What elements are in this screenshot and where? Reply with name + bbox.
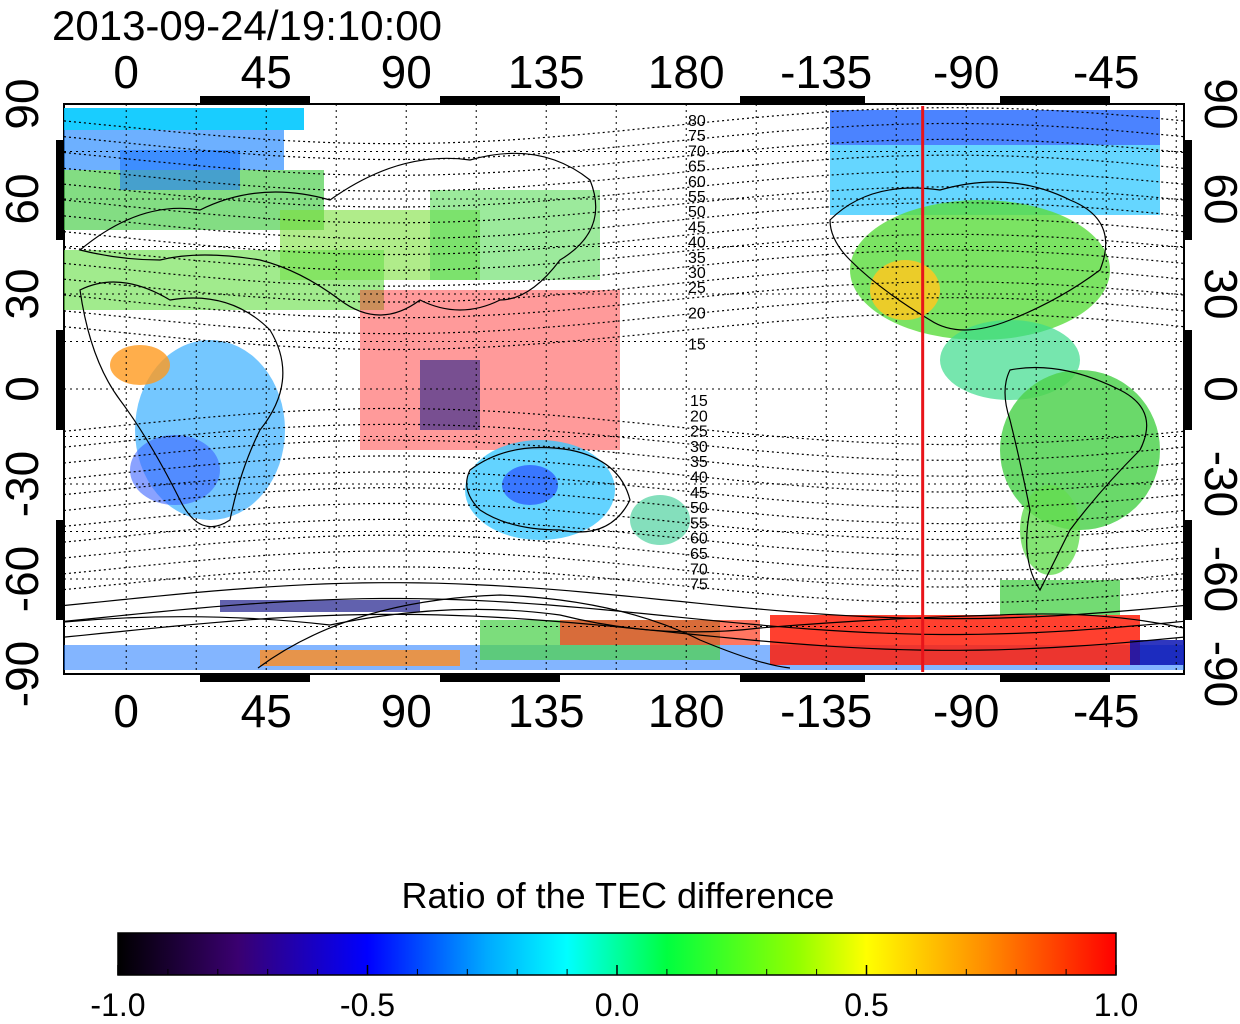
top-longitude-tick-label: -90 xyxy=(933,46,999,98)
magnetic-latitude-labels: 8075706560555045403530252015152025303540… xyxy=(688,113,708,594)
right-latitude-tick-label: 30 xyxy=(1195,268,1240,319)
colorbar-tick-label: 0.0 xyxy=(595,987,639,1023)
mlat-contour xyxy=(64,312,1184,351)
mlat-contour xyxy=(64,138,1184,176)
mlat-contour xyxy=(64,487,1184,525)
mlat-contour xyxy=(64,534,1184,572)
colorbar-ticks: -1.0 -0.5 0.0 0.5 1.0 xyxy=(90,965,1138,1023)
left-latitude-tick-label: -30 xyxy=(0,451,48,517)
right-latitude-tick-label: 0 xyxy=(1195,376,1240,402)
left-latitude-tick-label: 60 xyxy=(0,173,48,224)
mlat-contour xyxy=(64,455,1184,493)
colorbar-tick-label: 0.5 xyxy=(844,987,888,1023)
left-latitude-axis: 90 60 30 0 -30 -60 -90 xyxy=(0,78,48,707)
top-longitude-tick-label: 0 xyxy=(113,46,139,98)
magnetic-latitude-label-north: 40 xyxy=(688,235,706,252)
top-longitude-tick-label: 180 xyxy=(648,46,725,98)
bottom-longitude-tick-label: -45 xyxy=(1073,685,1139,737)
frame-tick-bars xyxy=(56,96,1192,682)
top-longitude-tick-label: 45 xyxy=(241,46,292,98)
magnetic-latitude-label-north: 55 xyxy=(688,189,706,206)
bottom-longitude-tick-label: 0 xyxy=(113,685,139,737)
magnetic-latitude-label-south: 50 xyxy=(690,500,708,517)
mlat-contour xyxy=(64,249,1184,287)
mlat-contour xyxy=(64,202,1184,240)
magnetic-latitude-label-north: 15 xyxy=(688,337,706,354)
magnetic-latitude-label-north: 25 xyxy=(688,280,706,297)
mlat-contour xyxy=(64,154,1184,192)
mlat-contour xyxy=(64,518,1184,556)
top-longitude-tick-label: -135 xyxy=(780,46,872,98)
magnetic-latitude-label-north: 50 xyxy=(688,204,706,221)
top-longitude-tick-label: 135 xyxy=(508,46,585,98)
bottom-longitude-tick-label: -90 xyxy=(933,685,999,737)
magnetic-latitude-label-south: 65 xyxy=(690,546,708,563)
magnetic-latitude-label-south: 55 xyxy=(690,515,708,532)
bottom-longitude-tick-label: 135 xyxy=(508,685,585,737)
magnetic-latitude-label-north: 30 xyxy=(688,265,706,282)
mlat-contour xyxy=(64,281,1184,319)
magnetic-latitude-label-south: 15 xyxy=(690,393,708,410)
left-latitude-tick-label: 90 xyxy=(0,78,48,129)
right-latitude-tick-label: 90 xyxy=(1195,78,1240,129)
left-latitude-tick-label: 30 xyxy=(0,268,48,319)
magnetic-latitude-label-north: 75 xyxy=(688,128,706,145)
mlat-contour xyxy=(64,407,1184,446)
right-latitude-tick-label: 60 xyxy=(1195,173,1240,224)
mlat-contour xyxy=(64,170,1184,208)
mlat-contour xyxy=(64,550,1184,588)
mlat-contour xyxy=(64,502,1184,541)
mlat-contour xyxy=(64,439,1184,477)
bottom-longitude-tick-label: 180 xyxy=(648,685,725,737)
coastlines xyxy=(64,152,1184,669)
colorbar-title: Ratio of the TEC difference xyxy=(402,875,835,916)
magnetic-latitude-label-south: 45 xyxy=(690,485,708,502)
bottom-longitude-tick-label: 45 xyxy=(241,685,292,737)
left-latitude-tick-label: -90 xyxy=(0,641,48,707)
right-latitude-tick-label: -30 xyxy=(1195,451,1240,517)
timestamp-label: 2013-09-24/19:10:00 xyxy=(52,2,442,49)
mlat-contour xyxy=(64,423,1184,461)
magnetic-latitude-label-north: 60 xyxy=(688,174,706,191)
left-latitude-tick-label: 0 xyxy=(0,376,48,402)
bottom-longitude-tick-label: -135 xyxy=(780,685,872,737)
magnetic-latitude-label-south: 35 xyxy=(690,454,708,471)
magnetic-latitude-label-south: 75 xyxy=(690,577,708,594)
mlat-contour xyxy=(64,233,1184,271)
mlat-contour xyxy=(64,582,1184,620)
colorbar-tick-label: 1.0 xyxy=(1094,987,1138,1023)
mlat-contour xyxy=(64,265,1184,303)
colorbar-tick-label: -0.5 xyxy=(340,987,395,1023)
bottom-longitude-axis: 0 45 90 135 180 -135 -90 -45 xyxy=(113,685,1139,737)
magnetic-latitude-label-north: 20 xyxy=(688,305,706,322)
top-longitude-axis: 0 45 90 135 180 -135 -90 -45 xyxy=(113,46,1139,98)
magnetic-latitude-label-south: 70 xyxy=(690,561,708,578)
magnetic-latitude-label-north: 45 xyxy=(688,219,706,236)
magnetic-latitude-label-north: 35 xyxy=(688,250,706,267)
mlat-contour xyxy=(64,107,1184,145)
magnetic-latitude-label-south: 20 xyxy=(690,408,708,425)
mlat-contour xyxy=(64,186,1184,224)
magnetic-latitude-label-north: 70 xyxy=(688,143,706,160)
mlat-contour xyxy=(64,217,1184,256)
magnetic-latitude-label-north: 80 xyxy=(688,113,706,130)
right-latitude-axis: 90 60 30 0 -30 -60 -90 xyxy=(1195,78,1240,707)
magnetic-latitude-label-south: 25 xyxy=(690,424,708,441)
top-longitude-tick-label: 90 xyxy=(381,46,432,98)
magnetic-latitude-label-south: 40 xyxy=(690,470,708,487)
top-longitude-tick-label: -45 xyxy=(1073,46,1139,98)
mlat-contour xyxy=(64,566,1184,604)
mlat-contour xyxy=(64,297,1184,335)
magnetic-latitude-contours xyxy=(64,107,1184,651)
magnetic-latitude-label-north: 65 xyxy=(688,159,706,176)
colorbar-tick-label: -1.0 xyxy=(90,987,145,1023)
left-latitude-tick-label: -60 xyxy=(0,546,48,612)
mlat-contour xyxy=(64,122,1184,161)
right-latitude-tick-label: -90 xyxy=(1195,641,1240,707)
right-latitude-tick-label: -60 xyxy=(1195,546,1240,612)
magnetic-latitude-label-south: 60 xyxy=(690,531,708,548)
magnetic-latitude-label-south: 30 xyxy=(690,439,708,456)
bottom-longitude-tick-label: 90 xyxy=(381,685,432,737)
